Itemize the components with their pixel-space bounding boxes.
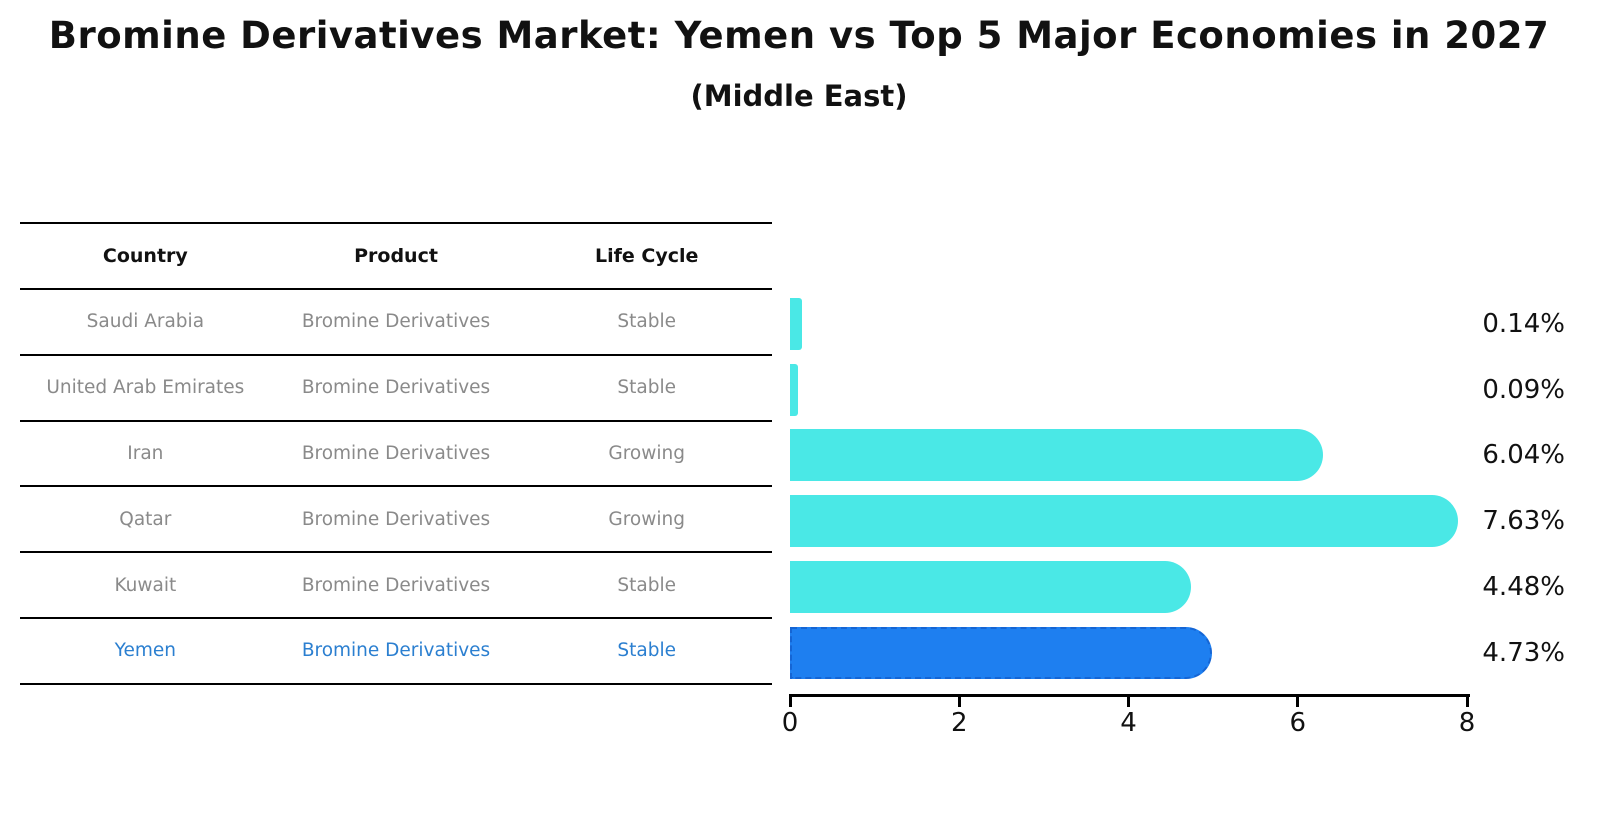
table-row-united-arab-emirates: United Arab Emirates Bromine Derivatives S… <box>20 356 772 422</box>
table-cell-life-cycle: Growing <box>608 442 685 464</box>
table-cell-country: Yemen <box>114 640 177 662</box>
bar-united-arab-emirates <box>790 363 798 416</box>
table-header-life-cycle: Life Cycle <box>594 245 699 267</box>
table-cell-life-cycle: Stable <box>617 640 676 662</box>
x-tick-label-6: 6 <box>1289 708 1307 738</box>
value-label-saudi-arabia: 0.14% <box>1482 308 1565 339</box>
value-label-kuwait: 4.48% <box>1482 572 1565 603</box>
table-row-yemen: Yemen Bromine Derivatives Stable <box>20 619 772 685</box>
table-cell-country: Iran <box>127 442 164 464</box>
table-cell-product: Bromine Derivatives <box>301 377 491 399</box>
value-label-qatar: 7.63% <box>1482 506 1565 537</box>
bar-kuwait <box>790 561 1192 614</box>
x-tick-label-0: 0 <box>781 708 799 738</box>
table-cell-life-cycle: Stable <box>617 574 676 596</box>
x-tick-4 <box>1127 694 1130 707</box>
table-cell-product: Bromine Derivatives <box>301 640 491 662</box>
table-cell-life-cycle: Stable <box>617 311 676 333</box>
table-cell-country: Qatar <box>119 508 172 530</box>
x-tick-8 <box>1465 694 1469 707</box>
table-header-country: Country <box>102 245 188 267</box>
value-label-yemen: 4.73% <box>1482 637 1565 668</box>
table-cell-life-cycle: Growing <box>608 508 685 530</box>
table-cell-country: Kuwait <box>114 574 177 596</box>
chart-title: Bromine Derivatives Market: Yemen vs Top… <box>48 14 1550 57</box>
x-tick-0 <box>788 694 792 707</box>
x-axis-line <box>790 694 1470 697</box>
table-cell-country: United Arab Emirates <box>46 377 245 399</box>
value-label-iran: 6.04% <box>1482 440 1565 471</box>
x-tick-label-4: 4 <box>1120 708 1137 738</box>
bar-iran <box>790 429 1324 482</box>
value-label-united-arab-emirates: 0.09% <box>1482 374 1565 405</box>
table-header-row: Country Product Life Cycle <box>20 222 772 290</box>
bar-saudi-arabia <box>790 297 802 350</box>
table-cell-product: Bromine Derivatives <box>301 311 491 333</box>
table-cell-product: Bromine Derivatives <box>301 508 491 530</box>
x-tick-label-8: 8 <box>1458 708 1476 738</box>
bar-yemen <box>790 626 1213 679</box>
chart-subtitle: (Middle East) <box>690 79 908 113</box>
table-cell-product: Bromine Derivatives <box>301 574 491 596</box>
table-cell-product: Bromine Derivatives <box>301 442 491 464</box>
bar-qatar <box>790 495 1458 548</box>
table-header-product: Product <box>354 245 438 267</box>
table-row-kuwait: Kuwait Bromine Derivatives Stable <box>20 553 772 619</box>
table-row-qatar: Qatar Bromine Derivatives Growing <box>20 487 772 554</box>
table-body: Saudi Arabia Bromine Derivatives Stable Uni… <box>20 290 772 685</box>
x-tick-6 <box>1296 694 1300 707</box>
table-cell-life-cycle: Stable <box>617 377 676 399</box>
table-row-saudi-arabia: Saudi Arabia Bromine Derivatives Stable <box>20 290 772 356</box>
table-cell-country: Saudi Arabia <box>86 311 205 333</box>
table-row-iran: Iran Bromine Derivatives Growing <box>20 422 772 488</box>
x-tick-label-2: 2 <box>950 708 968 738</box>
country-table: Country Product Life Cycle Saudi Arabia B… <box>20 222 772 685</box>
x-tick-2 <box>957 694 961 707</box>
